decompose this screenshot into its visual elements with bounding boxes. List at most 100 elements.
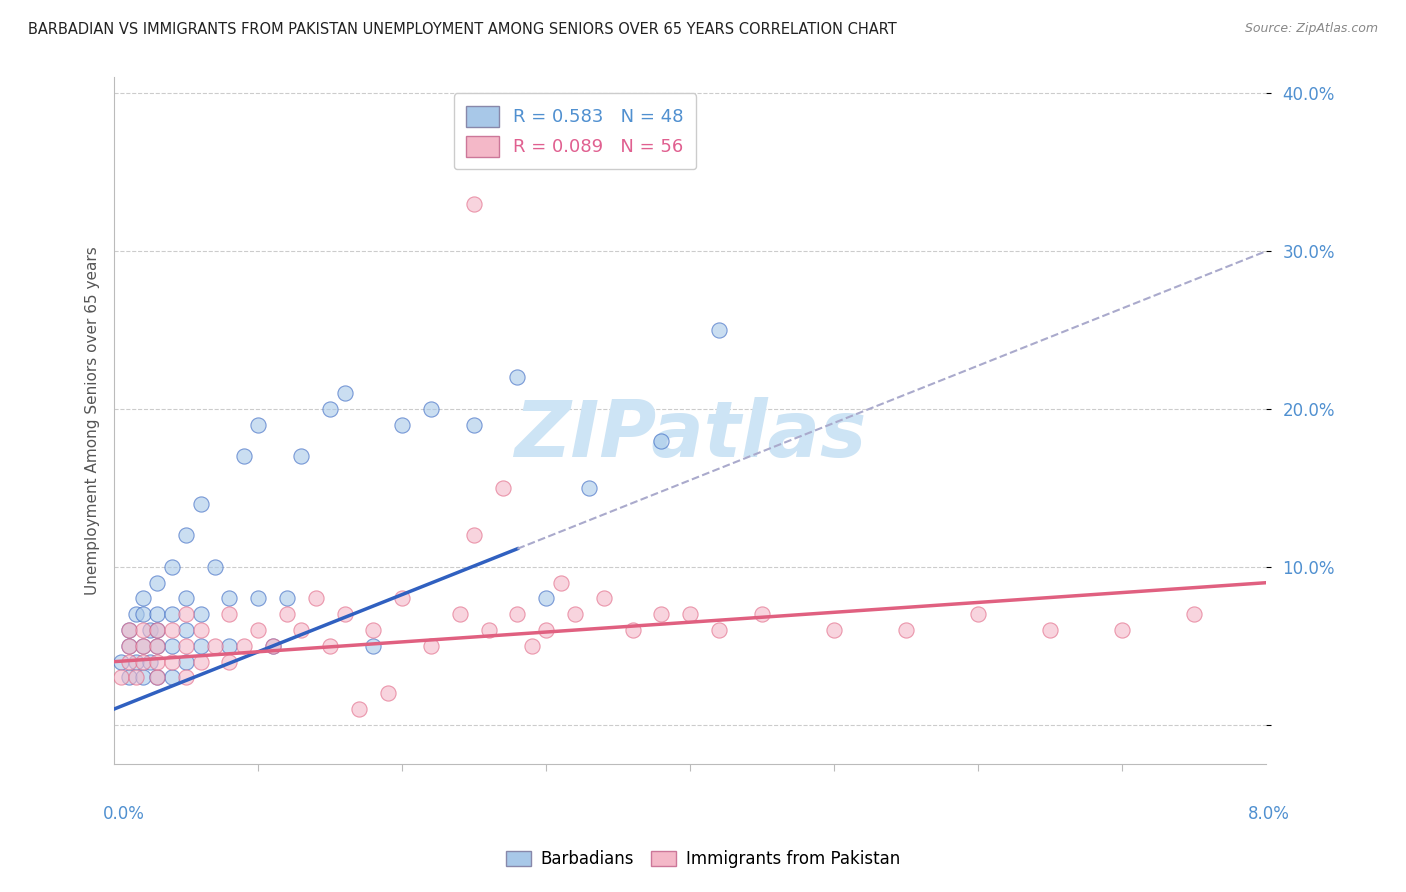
Point (290, 450, 312, 464)
Text: 8.0%: 8.0% (1247, 805, 1289, 823)
Point (204, 560, 226, 574)
Point (117, 655, 139, 669)
Point (463, 528, 485, 542)
Point (707, 323, 730, 337)
Point (146, 575, 169, 590)
Point (707, 623, 730, 637)
Point (319, 402, 342, 417)
Point (262, 639, 284, 653)
Point (174, 607, 197, 622)
Point (463, 417, 485, 432)
Point (290, 623, 312, 637)
Point (160, 560, 183, 574)
Point (160, 607, 183, 622)
Point (449, 607, 471, 622)
Point (190, 623, 212, 637)
Point (679, 607, 702, 622)
Point (125, 670, 148, 684)
Point (190, 607, 212, 622)
Point (363, 639, 385, 653)
Point (363, 623, 385, 637)
Point (125, 607, 148, 622)
Legend: R = 0.583   N = 48, R = 0.089   N = 56: R = 0.583 N = 48, R = 0.089 N = 56 (454, 94, 696, 169)
Point (125, 655, 148, 669)
Point (146, 623, 169, 637)
Point (146, 607, 169, 622)
Point (420, 402, 443, 417)
Point (204, 639, 226, 653)
Point (967, 607, 990, 622)
Point (492, 481, 515, 495)
Point (146, 670, 169, 684)
Point (146, 639, 169, 653)
Point (132, 639, 155, 653)
Point (276, 607, 298, 622)
Point (117, 639, 139, 653)
Point (550, 575, 572, 590)
Point (247, 417, 270, 432)
Point (319, 639, 342, 653)
Point (174, 655, 197, 669)
Text: 0.0%: 0.0% (103, 805, 145, 823)
Point (347, 702, 370, 716)
Point (564, 607, 586, 622)
Point (1182, 607, 1205, 622)
Point (146, 655, 169, 669)
Point (896, 623, 918, 637)
Point (174, 623, 197, 637)
Point (132, 623, 155, 637)
Point (823, 623, 845, 637)
Point (506, 607, 529, 622)
Point (218, 639, 240, 653)
Point (110, 655, 132, 669)
Point (117, 639, 139, 653)
Point (1039, 623, 1062, 637)
Point (132, 655, 155, 669)
Point (621, 623, 644, 637)
Y-axis label: Unemployment Among Seniors over 65 years: Unemployment Among Seniors over 65 years (86, 246, 100, 595)
Point (420, 639, 443, 653)
Point (117, 670, 139, 684)
Point (377, 686, 399, 700)
Point (305, 591, 328, 606)
Point (650, 434, 672, 448)
Point (262, 639, 284, 653)
Point (751, 607, 773, 622)
Point (160, 623, 183, 637)
Point (506, 370, 529, 384)
Point (391, 591, 413, 606)
Point (232, 450, 254, 464)
Point (190, 497, 212, 511)
Point (110, 670, 132, 684)
Point (146, 639, 169, 653)
Point (139, 655, 162, 669)
Point (650, 607, 672, 622)
Point (146, 623, 169, 637)
Text: ZIPatlas: ZIPatlas (515, 397, 866, 473)
Point (463, 196, 485, 211)
Point (160, 670, 183, 684)
Point (132, 639, 155, 653)
Point (117, 623, 139, 637)
Point (146, 670, 169, 684)
Point (160, 655, 183, 669)
Text: BARBADIAN VS IMMIGRANTS FROM PAKISTAN UNEMPLOYMENT AMONG SENIORS OVER 65 YEARS C: BARBADIAN VS IMMIGRANTS FROM PAKISTAN UN… (28, 22, 897, 37)
Point (132, 670, 155, 684)
Point (174, 591, 197, 606)
Point (174, 528, 197, 542)
Point (247, 623, 270, 637)
Point (174, 670, 197, 684)
Point (534, 623, 557, 637)
Point (160, 639, 183, 653)
Point (218, 607, 240, 622)
Point (190, 639, 212, 653)
Point (333, 386, 356, 401)
Point (333, 607, 356, 622)
Point (478, 623, 501, 637)
Point (132, 591, 155, 606)
Point (174, 639, 197, 653)
Point (218, 591, 240, 606)
Point (276, 591, 298, 606)
Point (247, 591, 270, 606)
Point (190, 655, 212, 669)
